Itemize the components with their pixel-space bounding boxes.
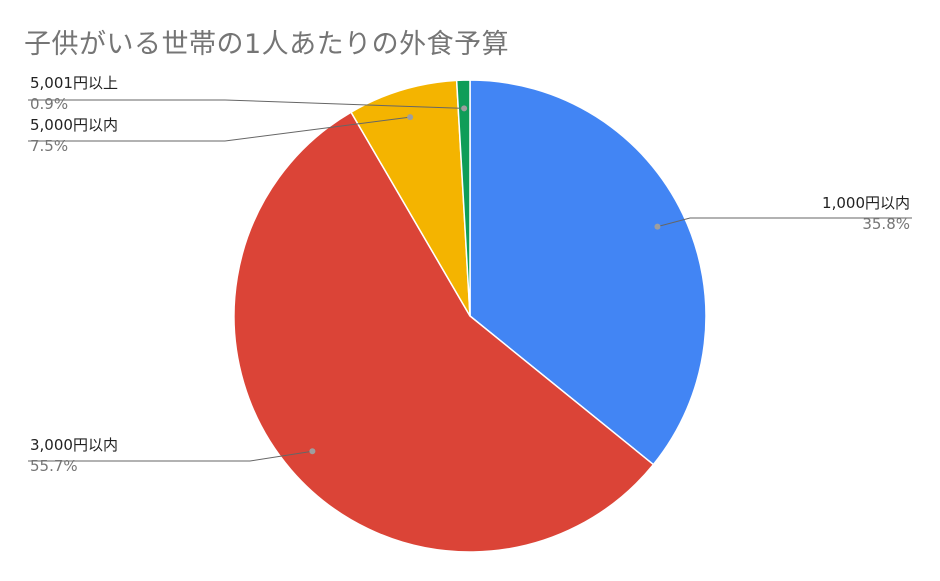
slice-value-label-1: 35.8% (862, 215, 910, 233)
slice-label-4: 5,001円以上 (30, 74, 118, 92)
pie-slices (233, 79, 707, 553)
leader-dot-1 (654, 223, 661, 230)
slice-value-label-4: 0.9% (30, 95, 68, 113)
leader-dot-2 (309, 448, 316, 455)
slice-label-2: 3,000円以内 (30, 436, 118, 454)
leader-dot-3 (407, 114, 414, 121)
leader-line-2 (28, 450, 313, 462)
leader-lines (28, 99, 912, 462)
slice-value-label-3: 7.5% (30, 137, 68, 155)
slice-label-3: 5,000円以内 (30, 116, 118, 134)
slice-value-label-2: 55.7% (30, 457, 78, 475)
slice-label-1: 1,000円以内 (822, 194, 910, 212)
leader-line-4 (28, 99, 465, 109)
slice-labels: 1,000円以内 35.8% 3,000円以内 55.7% 5,000円以内 7.5% 5,… (30, 74, 910, 475)
pie-slice-3 (350, 79, 471, 317)
leader-dot-4 (461, 105, 468, 112)
leader-line-1 (657, 217, 912, 228)
leader-line-3 (28, 116, 411, 142)
chart-title: 子供がいる世帯の1人あたりの外食予算 (24, 29, 510, 60)
pie-slice-4 (455, 79, 471, 317)
pie-slice-2 (233, 111, 655, 553)
pie-slice-1 (469, 79, 707, 466)
